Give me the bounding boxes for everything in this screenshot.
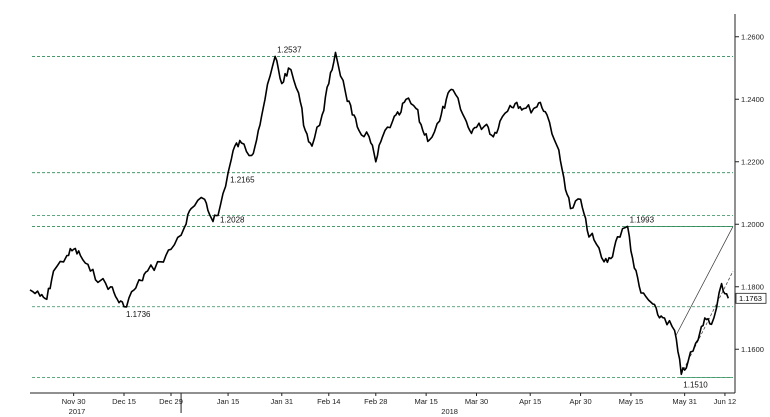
x-tick-label: May 31 (672, 397, 697, 406)
level-label: 1.1736 (126, 310, 151, 319)
x-tick-label: Feb 28 (364, 397, 387, 406)
level-label: 1.2028 (220, 216, 245, 225)
last-price-box (735, 292, 767, 304)
y-tick-label: 1.2000 (741, 220, 764, 229)
x-tick-label: Mar 15 (414, 397, 437, 406)
trend-channel (625, 226, 734, 378)
x-tick-label: Jun 12 (714, 397, 737, 406)
x-tick-label: Mar 30 (465, 397, 488, 406)
support-resistance-levels (32, 56, 733, 378)
level-label: 1.1510 (683, 380, 708, 389)
y-tick-label: 1.1800 (741, 282, 764, 291)
y-tick-label: 1.1600 (741, 345, 764, 354)
axes: 1.2600 1.2400 1.2200 1.2000 1.1800 1.1600 Nov … (30, 14, 764, 416)
x-tick-label: Apr 30 (570, 397, 592, 406)
x-tick-label: May 15 (619, 397, 644, 406)
x-tick-label: Dec 15 (112, 397, 136, 406)
x-tick-label: Nov 30 (62, 397, 86, 406)
x-tick-label: Dec 29 (159, 397, 183, 406)
channel-lower-line (680, 270, 734, 375)
level-labels: 1.2537 1.2165 1.2028 1.1993 1.1736 1.1510 (126, 45, 708, 389)
price-line (29, 51, 730, 376)
last-price-marker: 1.1763 (735, 292, 767, 304)
year-label: 2017 (69, 407, 86, 416)
y-tick-label: 1.2600 (741, 32, 764, 41)
last-price-label: 1.1763 (739, 294, 762, 303)
level-label: 1.2165 (230, 176, 255, 185)
x-tick-label: Feb 14 (317, 397, 340, 406)
x-tick-label: Jan 31 (271, 397, 294, 406)
y-tick-label: 1.2400 (741, 95, 764, 104)
x-tick-label: Jan 15 (217, 397, 240, 406)
year-label: 2018 (441, 407, 458, 416)
price-series (29, 51, 730, 376)
x-tick-label: Apr 15 (519, 397, 541, 406)
y-tick-label: 1.2200 (741, 157, 764, 166)
level-label: 1.2537 (277, 45, 302, 54)
channel-upper-line (674, 226, 734, 337)
level-label: 1.1993 (630, 215, 655, 224)
